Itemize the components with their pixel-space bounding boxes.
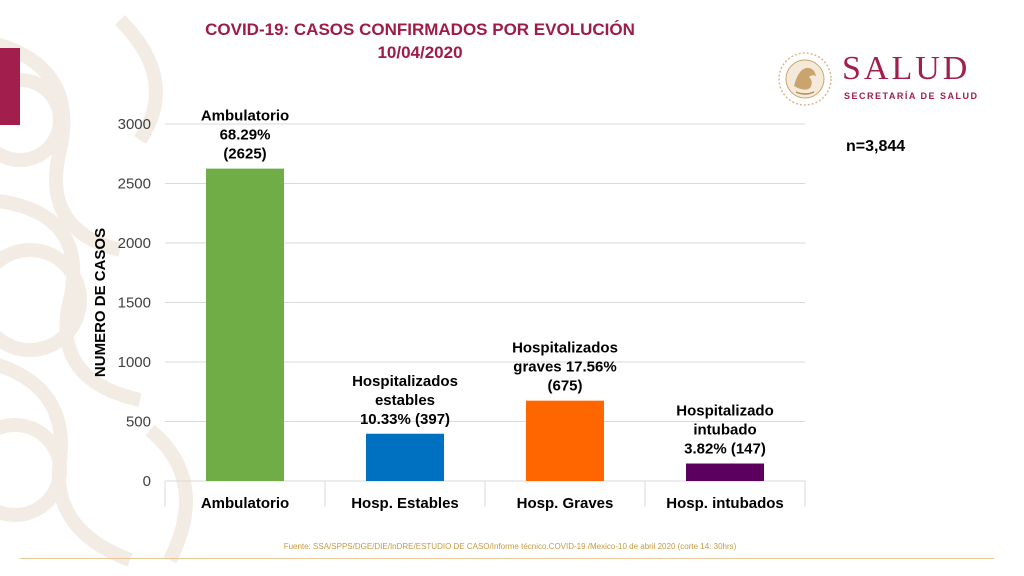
- y-tick-label: 1500: [118, 295, 151, 312]
- logo-wordmark: SALUD: [842, 50, 971, 87]
- chart-date: 10/04/2020: [377, 43, 463, 62]
- data-label: 10.33% (397): [360, 411, 450, 428]
- data-label: estables: [375, 392, 435, 409]
- data-label: Hospitalizado: [676, 403, 774, 420]
- data-label: Ambulatorio: [201, 108, 289, 125]
- background-pattern: [0, 15, 193, 567]
- footer-divider: [20, 558, 994, 559]
- data-label: (2625): [223, 146, 266, 163]
- bar: [526, 400, 604, 481]
- y-tick-label: 1000: [118, 354, 151, 371]
- logo-subtitle: SECRETARÍA DE SALUD: [844, 91, 979, 101]
- y-tick-label: 500: [126, 414, 151, 431]
- y-tick-label: 0: [143, 473, 151, 490]
- y-axis-label: NUMERO DE CASOS: [92, 228, 109, 377]
- data-label: graves 17.56%: [513, 359, 616, 376]
- data-label: Hospitalizados: [512, 340, 618, 357]
- eagle-seal-icon: [778, 52, 832, 106]
- chart-title: COVID-19: CASOS CONFIRMADOS POR EVOLUCIÓ…: [205, 20, 635, 39]
- sample-size-label: n=3,844: [846, 138, 906, 155]
- data-label: 3.82% (147): [684, 441, 766, 458]
- x-category-label: Hosp. Estables: [351, 495, 459, 512]
- salud-logo: SALUD SECRETARÍA DE SALUD: [776, 50, 986, 110]
- y-tick-label: 2000: [118, 235, 151, 252]
- source-note: Fuente: SSA/SPPS/DGE/DIE/InDRE/ESTUDIO D…: [283, 542, 737, 551]
- y-tick-label: 3000: [118, 116, 151, 133]
- bar: [206, 168, 284, 481]
- bar: [686, 463, 764, 481]
- y-tick-label: 2500: [118, 176, 151, 193]
- data-label: (675): [547, 378, 582, 395]
- data-label: intubado: [693, 422, 756, 439]
- bar: [366, 433, 444, 481]
- x-category-label: Hosp. intubados: [666, 495, 784, 512]
- x-category-label: Ambulatorio: [201, 495, 289, 512]
- data-label: Hospitalizados: [352, 373, 458, 390]
- brand-accent-bar: [0, 48, 20, 125]
- data-label: 68.29%: [220, 127, 271, 144]
- x-category-label: Hosp. Graves: [517, 495, 614, 512]
